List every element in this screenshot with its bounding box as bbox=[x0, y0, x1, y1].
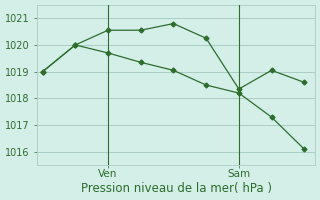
X-axis label: Pression niveau de la mer( hPa ): Pression niveau de la mer( hPa ) bbox=[81, 182, 272, 195]
